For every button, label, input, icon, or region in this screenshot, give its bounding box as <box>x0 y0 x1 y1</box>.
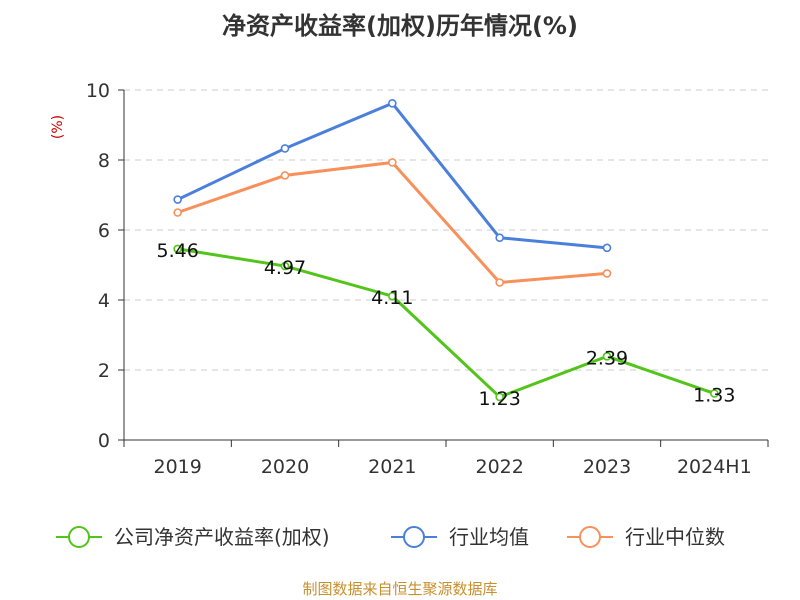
data-point <box>710 389 719 398</box>
series-0 <box>173 244 719 402</box>
data-label: 5.46 <box>157 240 199 262</box>
y-tick-label: 8 <box>98 150 110 172</box>
data-point <box>495 392 504 402</box>
legend: 公司净资产收益率(加权) 行业均值 行业中位数 <box>56 525 725 549</box>
series-line <box>177 160 608 284</box>
series-line <box>177 247 715 399</box>
data-point <box>280 261 290 271</box>
legend-item-0: 公司净资产收益率(加权) <box>56 525 330 549</box>
y-tick-label: 4 <box>98 290 110 312</box>
data-point <box>602 352 612 361</box>
y-tick-label: 10 <box>86 80 110 102</box>
legend-label: 公司净资产收益率(加权) <box>114 525 330 549</box>
legend-marker <box>68 526 90 548</box>
y-tick-label: 0 <box>98 430 110 452</box>
data-labels: 5.46 4.97 4.11 1.23 2.39 1.33 <box>157 240 736 410</box>
data-label: 2.39 <box>586 347 628 369</box>
series-lines <box>173 99 719 402</box>
series-line <box>177 101 608 250</box>
data-point <box>173 208 182 217</box>
data-label: 1.33 <box>693 384 735 406</box>
data-point <box>602 269 612 278</box>
x-tick-label: 2022 <box>475 456 523 478</box>
legend-item-2: 行业中位数 <box>567 525 725 549</box>
legend-marker <box>403 526 425 548</box>
x-tick-label: 2021 <box>368 456 416 478</box>
y-tick-label: 2 <box>98 360 110 382</box>
x-tick-label: 2019 <box>153 456 201 478</box>
data-point <box>280 171 290 180</box>
legend-label: 行业中位数 <box>625 525 725 549</box>
data-point <box>388 158 397 167</box>
legend-marker <box>579 526 601 548</box>
y-axis-unit-label: (%) <box>50 115 66 139</box>
data-point <box>388 291 397 301</box>
data-point <box>495 233 504 242</box>
data-label: 4.97 <box>264 257 306 279</box>
chart-title: 净资产收益率(加权)历年情况(%) <box>222 12 578 40</box>
data-point <box>173 244 182 254</box>
axes: 0 2 4 6 8 10 2019 2020 2021 2022 2023 2024H1 <box>86 80 769 478</box>
x-tick-label: 2023 <box>583 456 631 478</box>
x-tick-label: 2020 <box>261 456 309 478</box>
data-label: 1.23 <box>479 388 521 410</box>
series-2 <box>173 158 612 287</box>
gridlines <box>124 89 768 371</box>
series-1 <box>173 99 612 253</box>
data-point <box>602 243 612 253</box>
data-point <box>173 195 182 204</box>
legend-item-1: 行业均值 <box>391 525 529 549</box>
source-note: 制图数据来自恒生聚源数据库 <box>302 580 498 598</box>
y-tick-label: 6 <box>98 220 110 242</box>
data-point <box>388 99 397 108</box>
data-label: 4.11 <box>371 287 413 309</box>
data-point <box>495 278 504 287</box>
x-tick-label: 2024H1 <box>677 456 752 478</box>
legend-label: 行业均值 <box>449 525 529 549</box>
data-point <box>280 144 290 153</box>
